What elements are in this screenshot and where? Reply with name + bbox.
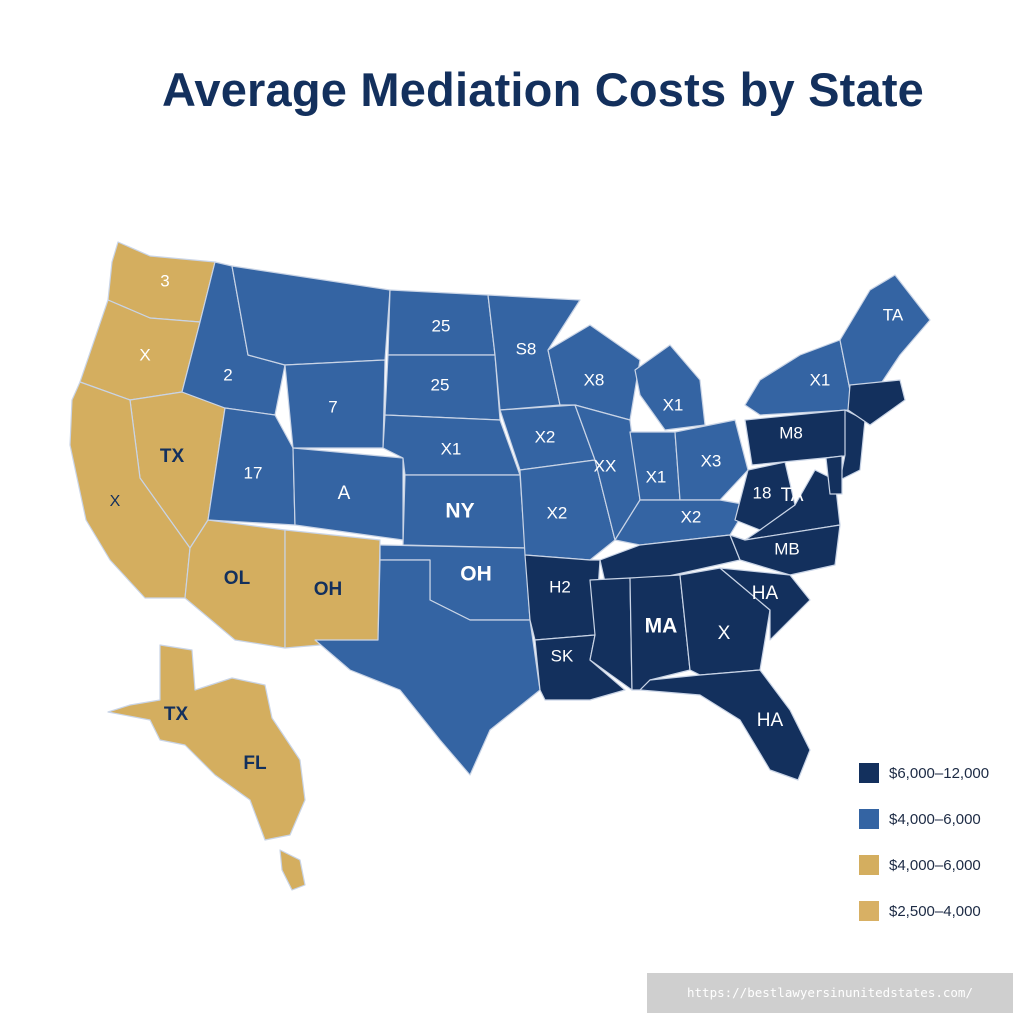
region-label: X2	[681, 507, 702, 526]
region-label: X8	[584, 370, 605, 389]
legend-label: $2,500–4,000	[889, 902, 981, 920]
region-montana[interactable]	[231, 265, 391, 366]
legend-item: $6,000–12,000	[859, 760, 1024, 786]
region-label: H2	[549, 577, 571, 596]
legend-swatch	[859, 901, 879, 921]
legend-swatch	[859, 763, 879, 783]
region-label: TX	[160, 446, 185, 467]
region-delaware[interactable]	[825, 455, 843, 495]
region-florida[interactable]	[639, 669, 811, 781]
region-label: X	[110, 493, 121, 510]
region-label: 18	[753, 483, 772, 502]
region-arkansas[interactable]	[524, 554, 601, 641]
region-label: 25	[432, 316, 451, 335]
region-inset-lower[interactable]	[107, 644, 306, 841]
region-label: TA	[781, 485, 804, 506]
region-missouri[interactable]	[519, 459, 616, 561]
legend-item: $4,000–6,000	[859, 806, 1024, 832]
region-label: HA	[757, 710, 784, 731]
region-mississippi[interactable]	[589, 577, 633, 691]
region-label: S8	[516, 339, 537, 358]
region-california[interactable]	[69, 381, 191, 599]
region-label: X1	[646, 467, 667, 486]
legend: $6,000–12,000 $4,000–6,000 $4,000–6,000 …	[859, 760, 1024, 944]
region-label: 7	[328, 397, 337, 416]
region-label: TA	[883, 305, 904, 324]
region-michigan[interactable]	[634, 344, 706, 431]
legend-swatch	[859, 855, 879, 875]
legend-label: $4,000–6,000	[889, 810, 981, 828]
region-ohio[interactable]	[674, 419, 749, 501]
region-label: 25	[431, 375, 450, 394]
legend-swatch	[859, 809, 879, 829]
region-label: X	[718, 623, 731, 644]
source-url[interactable]: https://bestlawyersinunitedstates.com/	[647, 973, 1013, 1013]
region-label: 2	[223, 365, 232, 384]
region-label: SK	[551, 646, 574, 665]
legend-item: $2,500–4,000	[859, 898, 1024, 924]
region-label: X2	[535, 427, 556, 446]
region-label: 3	[160, 271, 169, 290]
region-label: OL	[224, 568, 251, 589]
region-label: M8	[779, 423, 803, 442]
region-label: X3	[701, 451, 722, 470]
region-label: X1	[441, 439, 462, 458]
region-label: NY	[445, 500, 474, 523]
legend-label: $6,000–12,000	[889, 764, 990, 782]
region-label: 17	[244, 463, 263, 482]
region-label: X1	[663, 395, 684, 414]
map-title: Average Mediation Costs by State	[161, 63, 925, 116]
region-label: X	[139, 345, 150, 364]
region-label: XX	[594, 456, 617, 475]
region-label: OH	[460, 563, 492, 586]
region-label: MB	[774, 539, 800, 558]
region-label: A	[338, 483, 351, 504]
region-label: OH	[314, 579, 343, 600]
region-north-carolina[interactable]	[729, 524, 841, 576]
region-new-york[interactable]	[744, 339, 851, 416]
region-new-england[interactable]	[839, 274, 931, 391]
region-texas[interactable]	[314, 559, 541, 776]
region-southern-new-england[interactable]	[847, 379, 906, 426]
region-label: TX	[164, 704, 189, 725]
region-label: X2	[547, 503, 568, 522]
region-south-carolina[interactable]	[719, 567, 811, 641]
legend-item: $4,000–6,000	[859, 852, 1024, 878]
legend-label: $4,000–6,000	[889, 856, 981, 874]
region-label: MA	[645, 615, 678, 638]
region-keys[interactable]	[279, 849, 306, 891]
region-label: HA	[752, 583, 779, 604]
region-label: FL	[243, 753, 267, 774]
region-label: X1	[810, 370, 831, 389]
